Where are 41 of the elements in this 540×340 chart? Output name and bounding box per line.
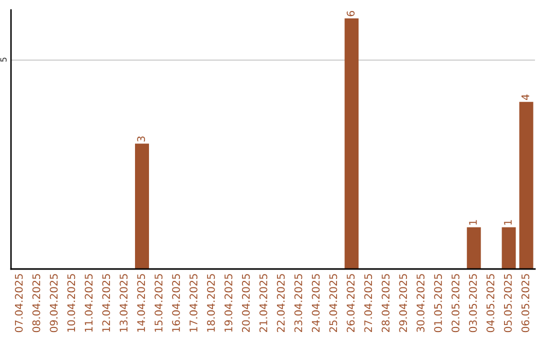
bar xyxy=(135,144,149,269)
x-tick-label: 20.04.2025 xyxy=(242,274,250,332)
x-tick-label: 03.05.2025 xyxy=(469,274,477,332)
x-tick-label: 06.05.2025 xyxy=(521,274,530,332)
x-tick-label: 14.04.2025 xyxy=(137,274,146,332)
x-tick-label: 16.04.2025 xyxy=(172,274,180,332)
data-label: 1 xyxy=(469,220,477,225)
x-tick-label: 07.04.2025 xyxy=(14,274,23,332)
x-tick-label: 22.04.2025 xyxy=(276,274,285,332)
x-tick-label: 18.04.2025 xyxy=(207,274,215,332)
x-tick-label: 11.04.2025 xyxy=(84,274,93,332)
x-tick-label: 30.04.2025 xyxy=(416,274,424,332)
x-tick-label: 19.04.2025 xyxy=(224,274,232,332)
x-tick-label: 27.04.2025 xyxy=(364,274,372,332)
x-tick-label: 10.04.2025 xyxy=(67,274,76,332)
bar xyxy=(519,102,534,269)
x-tick-label: 13.04.2025 xyxy=(120,274,128,332)
x-tick-label: 24.04.2025 xyxy=(312,274,320,332)
x-tick-label: 02.05.2025 xyxy=(452,274,460,332)
bar xyxy=(466,227,481,269)
x-tick-label: 25.04.2025 xyxy=(329,274,338,332)
data-label: 4 xyxy=(522,94,530,100)
y-tick-label: 5 xyxy=(0,58,7,62)
x-tick-label: 12.04.2025 xyxy=(102,274,110,332)
x-tick-label: 01.05.2025 xyxy=(434,274,442,332)
bar xyxy=(502,227,516,269)
x-tick-label: 21.04.2025 xyxy=(259,274,268,332)
x-tick-label: 05.05.2025 xyxy=(504,274,512,332)
x-tick-label: 23.04.2025 xyxy=(294,274,302,332)
x-tick-label: 15.04.2025 xyxy=(154,274,162,332)
x-tick-label: 04.05.2025 xyxy=(486,274,494,332)
x-tick-label: 09.04.2025 xyxy=(50,274,58,332)
x-tick-label: 08.04.2025 xyxy=(32,274,40,332)
data-label: 3 xyxy=(137,136,146,142)
x-tick-label: 17.04.2025 xyxy=(190,274,198,332)
x-tick-label: 29.04.2025 xyxy=(399,274,408,332)
x-tick-label: 28.04.2025 xyxy=(382,274,390,332)
data-label: 6 xyxy=(346,10,355,16)
data-label: 1 xyxy=(504,220,512,225)
x-tick-label: 26.04.2025 xyxy=(346,274,355,332)
bar xyxy=(344,18,359,269)
